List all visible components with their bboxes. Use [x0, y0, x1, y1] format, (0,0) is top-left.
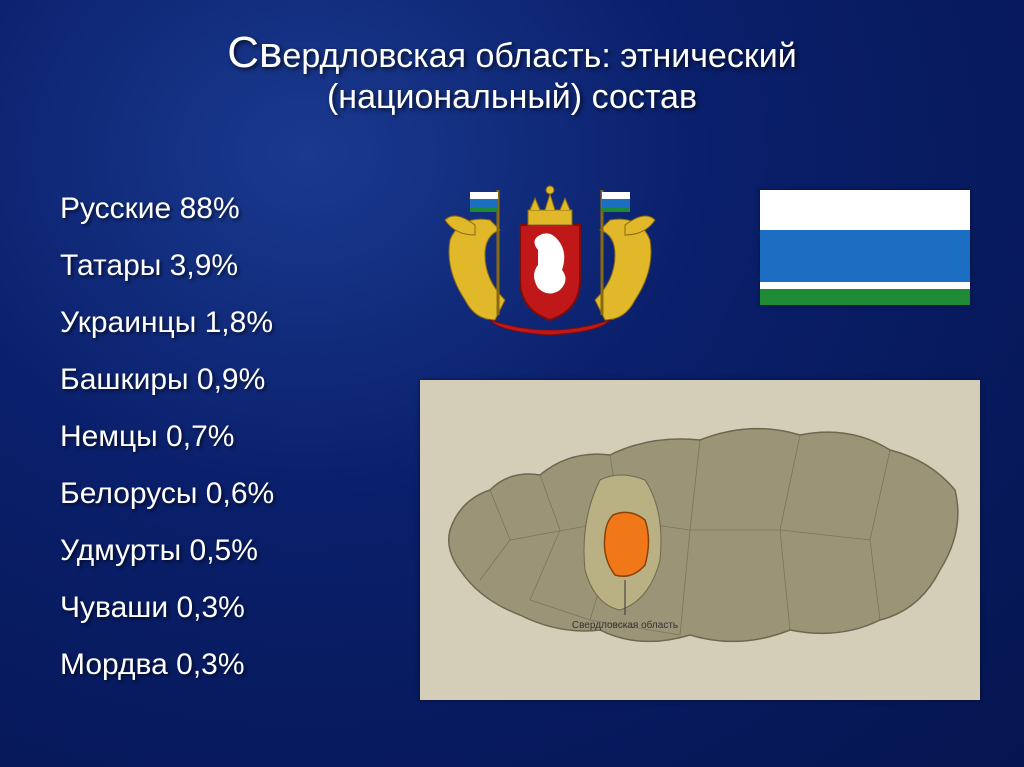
title-line1-rest: ердловская область: этнический — [282, 37, 796, 75]
map-label: Свердловская область — [572, 619, 678, 631]
region-flag-icon — [760, 190, 970, 305]
list-item: Мордва 0,3% — [60, 636, 274, 693]
russia-map: Свердловская область — [420, 380, 980, 700]
list-item: Башкиры 0,9% — [60, 351, 274, 408]
list-item: Украинцы 1,8% — [60, 294, 274, 351]
list-item: Русские 88% — [60, 180, 274, 237]
list-item: Белорусы 0,6% — [60, 465, 274, 522]
ethnic-list: Русские 88% Татары 3,9% Украинцы 1,8% Ба… — [60, 180, 274, 693]
list-item: Чуваши 0,3% — [60, 579, 274, 636]
coat-of-arms-icon — [420, 180, 680, 340]
slide-title: Свердловская область: этнический (национ… — [0, 0, 1024, 117]
list-item: Немцы 0,7% — [60, 408, 274, 465]
flag-stripe — [760, 282, 970, 289]
flag-stripe — [760, 289, 970, 305]
title-line-1: Свердловская область: этнический — [0, 28, 1024, 78]
flag-stripe — [760, 190, 970, 230]
flag-stripe — [760, 230, 970, 282]
title-big-caps: Св — [227, 28, 282, 77]
list-item: Татары 3,9% — [60, 237, 274, 294]
title-line-2: (национальный) состав — [0, 78, 1024, 117]
list-item: Удмурты 0,5% — [60, 522, 274, 579]
